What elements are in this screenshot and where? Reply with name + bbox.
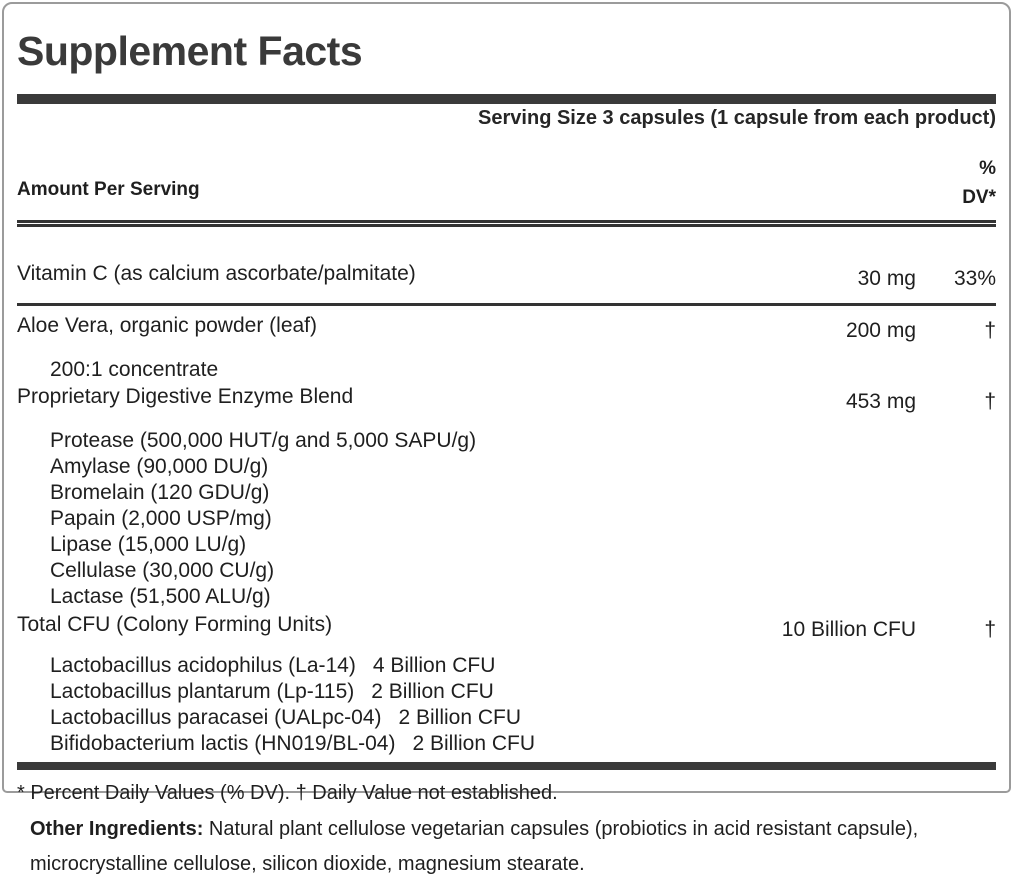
row-total-cfu: Total CFU (Colony Forming Units) 10 Bill… — [17, 612, 996, 643]
enzyme-item: Lactase (51,500 ALU/g) — [50, 585, 271, 608]
title-divider-bar — [17, 94, 996, 104]
ingredient-amount: 453 mg — [845, 390, 916, 413]
strain-count: 4 Billion CFU — [372, 654, 496, 677]
panel-title: Supplement Facts — [17, 28, 363, 74]
daily-value-footnote: * Percent Daily Values (% DV). † Daily V… — [17, 782, 558, 804]
strain-count: 2 Billion CFU — [398, 706, 522, 729]
other-ingredients-text: Natural plant cellulose vegetarian capsu… — [30, 818, 919, 875]
strain-count: 2 Billion CFU — [371, 680, 494, 703]
strain-item: Lactobacillus paracasei (UALpc-04) 2 Bill… — [50, 705, 996, 731]
strain-count: 2 Billion CFU — [412, 732, 536, 755]
ingredient-amount: 200 mg — [845, 319, 916, 342]
ingredient-amount: 30 mg — [857, 267, 916, 290]
supplement-facts-panel: Supplement Facts Serving Size 3 capsules… — [2, 2, 1011, 804]
ingredient-dv: † — [984, 390, 996, 413]
enzyme-item: Amylase (90,000 DU/g) — [50, 455, 269, 478]
strain-name: Bifidobacterium lactis (HN019/BL-04) — [50, 732, 396, 755]
header-divider-rule — [17, 220, 996, 227]
ingredient-name: Proprietary Digestive Enzyme Blend — [17, 385, 354, 408]
row-enzyme-blend: Proprietary Digestive Enzyme Blend 453 m… — [17, 384, 996, 415]
strain-name: Lactobacillus paracasei (UALpc-04) — [50, 706, 382, 729]
serving-size: Serving Size 3 capsules (1 capsule from … — [478, 107, 996, 129]
amount-per-serving-label: Amount Per Serving — [17, 179, 200, 200]
enzyme-item: Papain (2,000 USP/mg) — [50, 507, 272, 530]
strain-item: Lactobacillus plantarum (Lp-115) 2 Billio… — [50, 679, 996, 705]
ingredient-dv: † — [984, 319, 996, 342]
strain-name: Lactobacillus plantarum (Lp-115) — [50, 680, 355, 703]
footnote-divider-bar — [17, 762, 996, 770]
enzyme-item: Cellulase (30,000 CU/g) — [50, 559, 275, 582]
dv-label: DV* — [962, 187, 996, 208]
enzyme-item: Bromelain (120 GDU/g) — [50, 481, 270, 504]
row-vitamin-c: Vitamin C (as calcium ascorbate/palmitat… — [17, 261, 996, 292]
probiotic-strain-list: Lactobacillus acidophilus (La-14) 4 Billi… — [50, 653, 996, 757]
enzyme-item: Protease (500,000 HUT/g and 5,000 SAPU/g… — [50, 429, 477, 452]
ingredient-name: Aloe Vera, organic powder (leaf) — [17, 314, 317, 337]
row-aloe-vera: Aloe Vera, organic powder (leaf) 200 mg … — [17, 313, 996, 344]
enzyme-item: Lipase (15,000 LU/g) — [50, 533, 247, 556]
ingredient-amount: 10 Billion CFU — [781, 618, 916, 641]
column-header-row: Amount Per Serving % DV* — [17, 154, 996, 212]
ingredient-dv: † — [984, 618, 996, 641]
aloe-concentrate-note: 200:1 concentrate — [50, 358, 219, 381]
strain-item: Bifidobacterium lactis (HN019/BL-04) 2 Bi… — [50, 731, 996, 757]
row-divider-rule — [17, 303, 996, 306]
percent-dv-header: % DV* — [962, 154, 996, 212]
ingredient-name: Vitamin C (as calcium ascorbate/palmitat… — [17, 262, 416, 285]
other-ingredients: Other Ingredients: Natural plant cellulo… — [30, 812, 980, 882]
ingredient-dv: 33% — [953, 267, 996, 290]
percent-symbol: % — [979, 158, 996, 179]
other-ingredients-label: Other Ingredients: — [30, 818, 204, 840]
strain-name: Lactobacillus acidophilus (La-14) — [50, 654, 356, 677]
ingredient-name: Total CFU (Colony Forming Units) — [17, 613, 333, 636]
enzyme-sub-list: Protease (500,000 HUT/g and 5,000 SAPU/g… — [50, 428, 996, 610]
strain-item: Lactobacillus acidophilus (La-14) 4 Billi… — [50, 653, 996, 679]
